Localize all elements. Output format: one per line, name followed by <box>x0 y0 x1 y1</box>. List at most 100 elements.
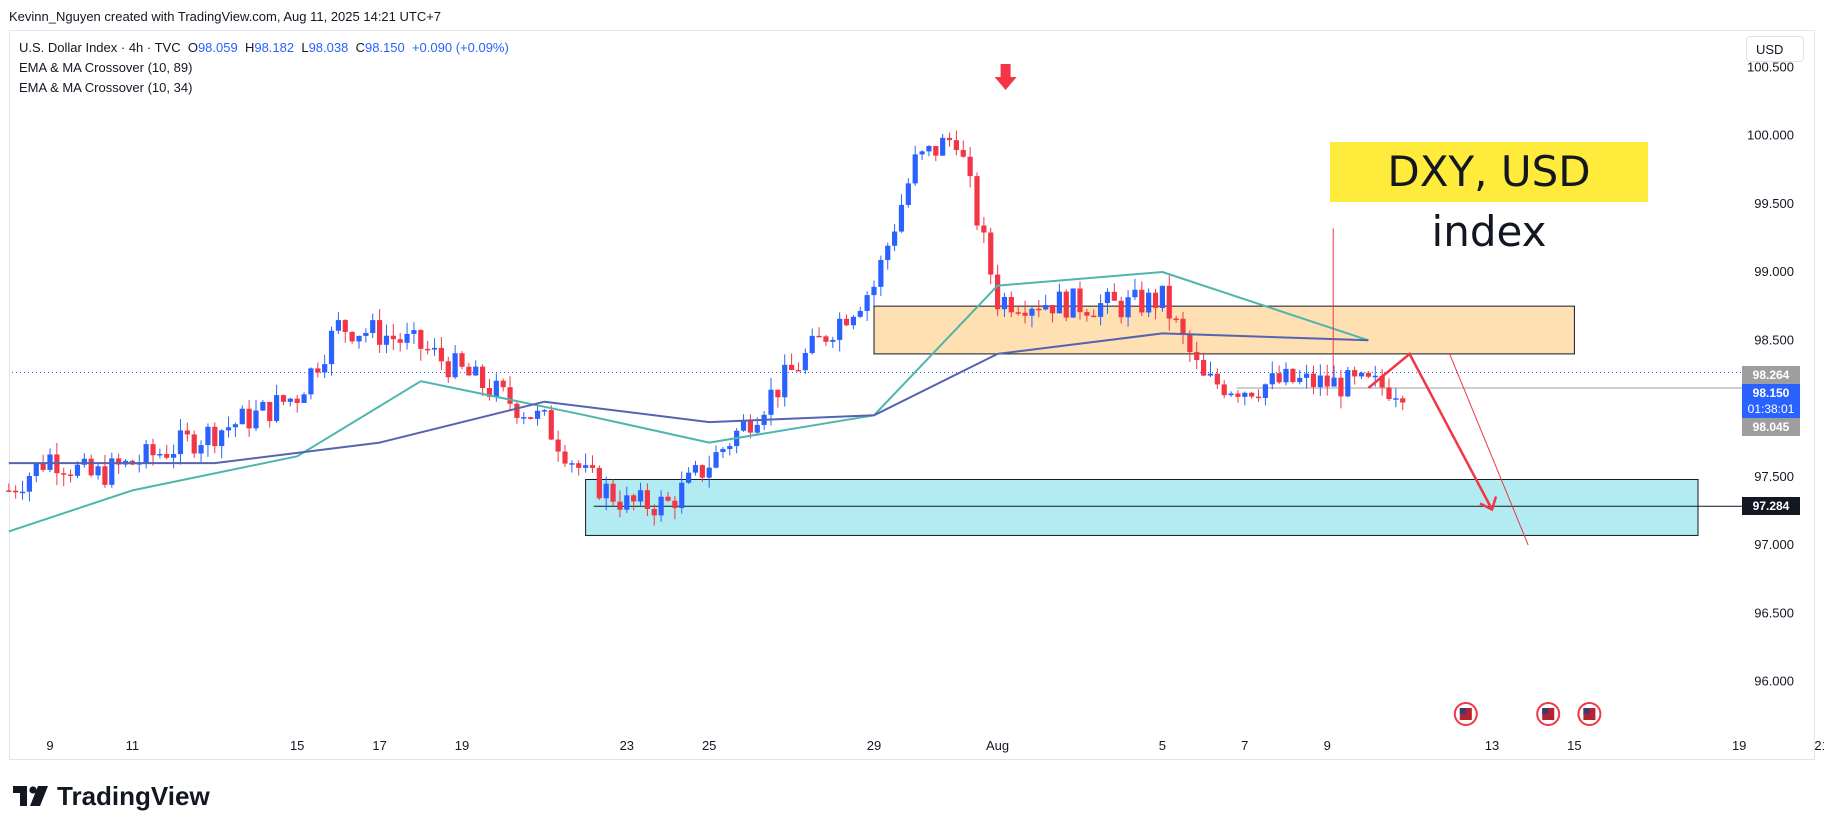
flag-canton <box>1583 708 1590 714</box>
ema-fast-line <box>8 271 1369 533</box>
candle-body <box>672 500 678 508</box>
candle-body <box>1146 292 1152 313</box>
candle-body <box>589 465 596 468</box>
candle-body <box>637 490 644 502</box>
change-value: +0.090 (+0.09%) <box>411 40 509 55</box>
candle-body <box>1049 305 1056 314</box>
candle-body <box>1393 398 1399 400</box>
candle-body <box>631 495 637 502</box>
candle-body <box>397 339 403 343</box>
indicator-row[interactable]: EMA & MA Crossover (10, 89) <box>19 60 193 75</box>
candle-body <box>1331 377 1337 387</box>
candle-body <box>370 320 376 333</box>
candle-body <box>1111 291 1117 301</box>
last-price-value: 98.150 <box>1752 386 1790 400</box>
candle-body <box>239 408 245 425</box>
candle-body <box>1070 288 1076 318</box>
candle-body <box>658 496 664 516</box>
candle-body <box>349 331 355 342</box>
candle-body <box>95 466 101 476</box>
candle-body <box>480 366 486 388</box>
indicator-row[interactable]: EMA & MA Crossover (10, 34) <box>19 80 193 95</box>
candle-body <box>1194 352 1200 361</box>
candle-body <box>995 274 1001 310</box>
candle-body <box>335 320 341 331</box>
candle-body <box>1187 334 1193 353</box>
candle-body <box>617 501 623 510</box>
currency-button[interactable]: USD <box>1746 36 1804 62</box>
candle-body <box>1098 303 1104 317</box>
candle-body <box>507 387 513 404</box>
candle-body <box>850 316 856 326</box>
candle-body <box>40 462 46 470</box>
candle-body <box>953 140 959 151</box>
candle-body <box>404 333 410 343</box>
candle-body <box>919 151 925 155</box>
y-tick-label: 100.500 <box>1747 59 1794 74</box>
symbol-name[interactable]: U.S. Dollar Index · 4h · TVC <box>19 40 181 55</box>
candle-body <box>1262 384 1268 398</box>
candle-body <box>267 401 273 422</box>
chart-pane[interactable] <box>9 30 1815 760</box>
candle-body <box>1269 373 1275 385</box>
candle-body <box>610 483 616 502</box>
candle-body <box>843 318 850 326</box>
candle-body <box>665 496 671 501</box>
candle-body <box>1304 373 1310 378</box>
candle-body <box>88 458 94 476</box>
candle-body <box>500 380 506 388</box>
ohlc-row[interactable]: U.S. Dollar Index · 4h · TVC O98.059 H98… <box>19 38 509 58</box>
candle-body <box>885 245 891 261</box>
candle-body <box>301 394 307 403</box>
candle-body <box>871 286 877 296</box>
candle-body <box>1372 375 1378 378</box>
candle-body <box>452 353 458 378</box>
candle-body <box>1091 315 1097 318</box>
x-tick-label: 9 <box>1324 738 1331 753</box>
brand-name: TradingView <box>57 780 210 811</box>
candle-body <box>837 318 843 340</box>
candle-body <box>150 444 156 456</box>
candle-body <box>1022 312 1028 316</box>
candle-body <box>1207 373 1214 376</box>
x-tick-label: 7 <box>1241 738 1248 753</box>
candle-body <box>1159 285 1165 308</box>
last-price-tag: 98.150 01:38:01 <box>1742 384 1800 418</box>
annotation-title[interactable]: DXY, USD index <box>1330 142 1648 256</box>
candle-body <box>219 430 225 447</box>
x-tick-label: 11 <box>126 738 140 753</box>
x-tick-label: 15 <box>290 738 304 753</box>
y-tick-label: 97.500 <box>1754 469 1794 484</box>
candle-body <box>644 490 650 509</box>
candle-body <box>6 490 12 492</box>
projection-thin-arrow <box>1449 353 1529 546</box>
x-tick-label: 9 <box>46 738 53 753</box>
projection-arrow-head <box>1479 496 1498 512</box>
y-tick-label: 97.000 <box>1754 537 1794 552</box>
candle-body <box>1400 398 1406 403</box>
candle-body <box>912 154 918 184</box>
candle-body <box>418 330 424 349</box>
candle-body <box>624 495 630 510</box>
x-tick-label: 25 <box>702 738 716 753</box>
candle-body <box>754 424 760 433</box>
candle-body <box>438 347 444 362</box>
x-tick-label: Aug <box>986 738 1009 753</box>
candle-body <box>171 454 177 458</box>
x-tick-label: 19 <box>455 738 469 753</box>
candle-body <box>459 353 465 367</box>
candle-body <box>466 366 472 376</box>
candle-body <box>1063 291 1069 318</box>
candle-body <box>534 410 541 419</box>
flag-canton <box>1542 708 1549 714</box>
candle-body <box>342 320 348 332</box>
brand-logo[interactable]: TradingView <box>13 780 210 812</box>
candle-body <box>225 427 232 431</box>
candle-body <box>555 439 561 452</box>
candle-body <box>857 310 863 317</box>
candle-body <box>164 453 170 458</box>
candle-body <box>1352 370 1358 377</box>
candle-body <box>548 410 554 440</box>
